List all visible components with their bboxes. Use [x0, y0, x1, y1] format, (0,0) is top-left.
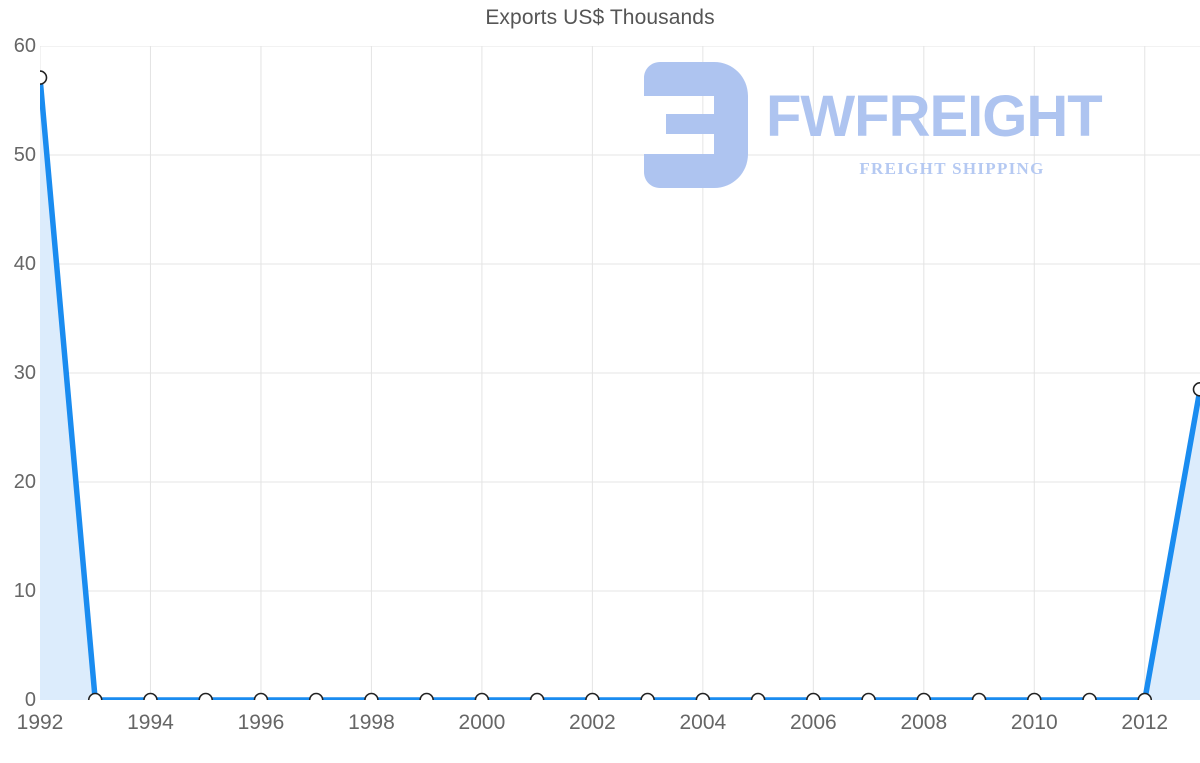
x-axis-tick-2002: 2002: [569, 711, 616, 734]
y-axis-tick-60: 60: [13, 35, 36, 57]
y-axis-tick-50: 50: [13, 144, 36, 166]
x-axis-tick-2006: 2006: [789, 711, 837, 734]
y-axis-tick-30: 30: [13, 362, 36, 384]
x-axis-tick-1992: 1992: [16, 711, 64, 734]
y-axis-tick-20: 20: [13, 471, 36, 493]
y-axis-tick-labels: 0 10 20 30 40 50 60: [0, 0, 36, 763]
y-axis-tick-10: 10: [13, 580, 36, 602]
x-axis-tick-2012: 2012: [1121, 711, 1169, 734]
x-axis-tick-2010: 2010: [1010, 711, 1058, 734]
data-series-exports: [40, 70, 1200, 700]
plot-area: [40, 46, 1200, 700]
x-axis-tick-1996: 1996: [237, 711, 285, 734]
x-axis-tick-labels: 1992 1994 1996 1998 2000 2002 2004 2006 2008 2010…: [0, 712, 1200, 742]
y-axis-tick-40: 40: [13, 253, 36, 275]
x-axis-tick-2004: 2004: [679, 711, 727, 734]
chart-title: Exports US$ Thousands: [485, 6, 715, 29]
x-axis-tick-1994: 1994: [127, 711, 174, 734]
x-axis-tick-2008: 2008: [900, 711, 948, 734]
x-axis-tick-2000: 2000: [458, 711, 506, 734]
y-axis-tick-0: 0: [24, 689, 36, 711]
x-axis-tick-1998: 1998: [348, 711, 395, 734]
